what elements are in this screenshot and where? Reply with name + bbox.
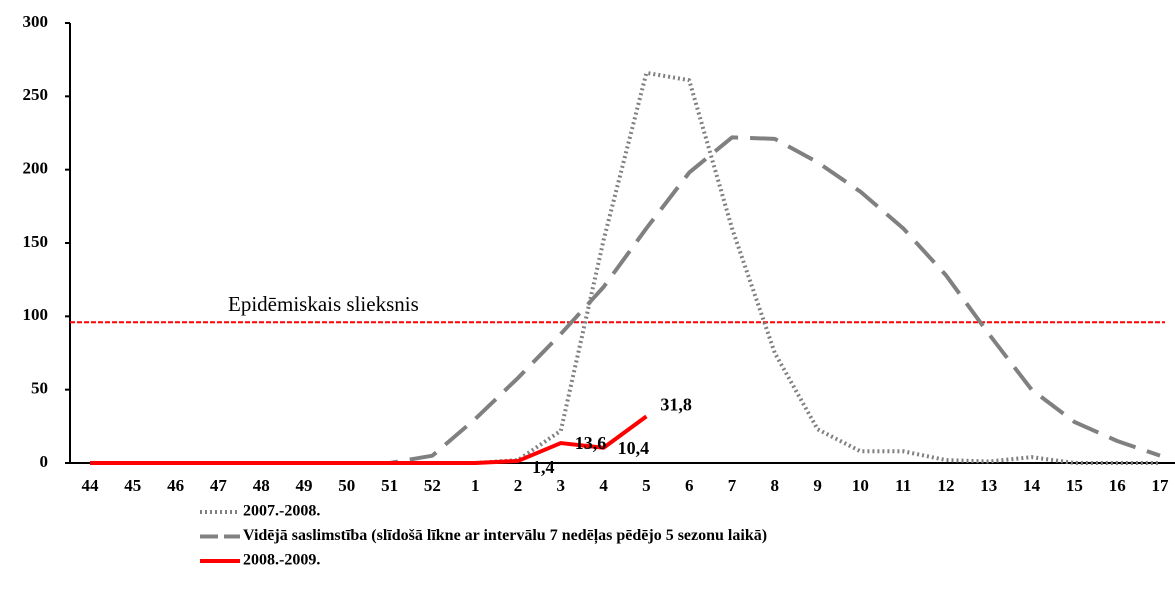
- y-tick-label: 0: [40, 452, 49, 471]
- x-tick-label: 1: [471, 476, 480, 495]
- y-tick-label: 250: [23, 85, 49, 104]
- x-tick-label: 44: [82, 476, 100, 495]
- y-tick-label: 100: [23, 305, 49, 324]
- x-tick-label: 48: [253, 476, 270, 495]
- y-tick-label: 150: [23, 232, 49, 251]
- x-tick-label: 16: [1109, 476, 1126, 495]
- x-tick-label: 14: [1023, 476, 1041, 495]
- x-tick-label: 3: [557, 476, 566, 495]
- x-tick-label: 15: [1066, 476, 1083, 495]
- x-tick-label: 6: [685, 476, 694, 495]
- y-tick-label: 50: [31, 379, 48, 398]
- x-tick-label: 12: [938, 476, 955, 495]
- data-label: 1,4: [532, 457, 555, 477]
- x-tick-label: 10: [852, 476, 869, 495]
- x-tick-label: 7: [728, 476, 737, 495]
- threshold-label: Epidēmiskais slieksnis: [228, 292, 419, 316]
- x-tick-label: 50: [338, 476, 355, 495]
- x-tick-label: 47: [210, 476, 228, 495]
- x-tick-label: 51: [381, 476, 398, 495]
- legend-label: Vidējā saslimstība (slīdošā līkne ar int…: [243, 527, 767, 545]
- x-tick-label: 2: [514, 476, 523, 495]
- x-tick-label: 49: [296, 476, 313, 495]
- x-tick-label: 17: [1152, 476, 1170, 495]
- data-label: 31,8: [660, 394, 692, 414]
- x-tick-label: 8: [771, 476, 780, 495]
- x-tick-label: 9: [813, 476, 822, 495]
- y-tick-label: 200: [23, 159, 49, 178]
- y-tick-label: 300: [23, 12, 49, 31]
- legend-label: 2008.-2009.: [243, 552, 320, 569]
- x-tick-label: 13: [980, 476, 997, 495]
- x-tick-label: 5: [642, 476, 651, 495]
- data-label: 10,4: [618, 438, 650, 458]
- x-tick-label: 45: [124, 476, 141, 495]
- x-tick-label: 11: [895, 476, 911, 495]
- legend-label: 2007.-2008.: [243, 503, 320, 520]
- data-label: 13,6: [575, 433, 607, 453]
- series-line: [90, 70, 1160, 465]
- series-line: [90, 414, 648, 465]
- x-tick-label: 46: [167, 476, 184, 495]
- x-tick-label: 4: [599, 476, 608, 495]
- x-tick-label: 52: [424, 476, 441, 495]
